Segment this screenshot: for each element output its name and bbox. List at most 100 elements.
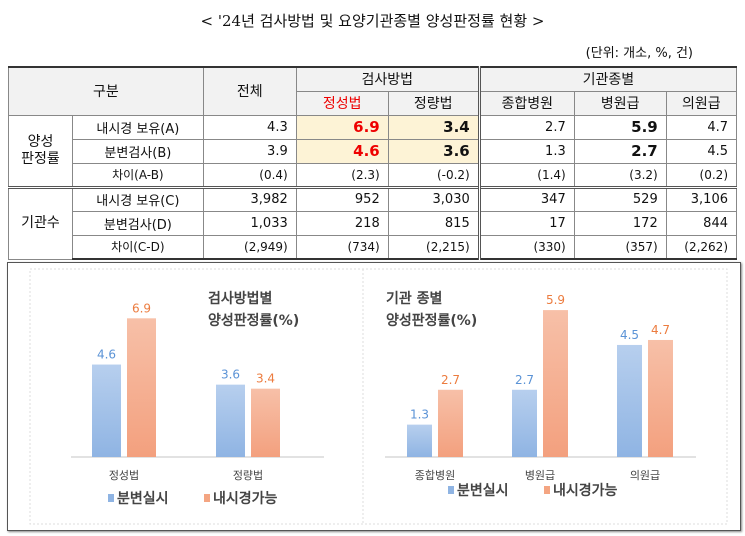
table-cell: 172 [573,210,667,236]
row-label: 차이(C-D) [72,234,204,260]
x-tick-label: 의원급 [630,469,660,482]
chart-title: 양성판정률(%) [386,312,477,329]
data-label: 1.3 [410,408,429,422]
chart-area [29,268,728,525]
bar-stool [216,384,245,457]
table-cell: (330) [478,234,575,260]
page-title: < '24년 검사방법 및 요양기관종별 양성판정률 현황 > [200,12,545,30]
table-cell: (357) [573,234,667,260]
data-label: 3.6 [221,368,240,382]
bar-endoscopy [543,310,568,457]
chart-title: 양성판정률(%) [208,312,299,329]
table-cell: 952 [295,185,389,212]
bar-endoscopy [438,389,463,457]
data-label: 4.5 [620,328,639,342]
row-label: 분변검사(B) [72,138,204,164]
table-cell: (0.4) [202,162,297,188]
x-tick-label: 정성법 [109,469,139,482]
data-label: 4.6 [97,348,116,362]
table-cell: 4.3 [202,114,297,140]
table-cell: 4.5 [665,138,738,164]
data-label: 2.7 [515,373,534,387]
table-cell: 4.7 [665,114,738,140]
table-cell: (2,215) [387,234,481,260]
legend-swatch [108,494,114,502]
legend-label: 분변실시 [117,491,169,507]
table-cell: 17 [478,210,575,236]
bar-stool [512,389,537,457]
chart-title: 기관 종별 [386,290,442,307]
header-clinic: 의원급 [665,90,738,116]
table-row: 차이(A-B) (0.4) (2.3) (-0.2) (1.4) (3.2) (0.2) [9,162,738,188]
table-cell: 6.9 [295,114,389,140]
header-total: 전체 [202,66,297,116]
bar-endoscopy [127,318,156,457]
table-row: 양성 판정률 내시경 보유(A) 4.3 6.9 3.4 2.7 5.9 4.7 [8,114,738,188]
table-cell: 1,033 [202,210,297,236]
unit-note: (단위: 개소, %, 건) [585,46,693,61]
row-label: 분변검사(D) [72,210,204,236]
chart-title: 검사방법별 [208,290,272,307]
table-cell: (0.2) [665,162,738,188]
bar-stool [617,344,642,457]
table-row: 분변검사(B) 3.9 4.6 3.6 1.3 2.7 4.5 [9,138,738,164]
table-cell: 815 [387,210,481,236]
bar-stool [92,364,121,457]
data-label: 3.4 [256,372,275,386]
group-institutions: 기관수 [8,185,73,260]
x-tick-label: 정량법 [233,469,263,482]
table-cell: 1.3 [478,138,575,164]
row-label: 내시경 보유(A) [72,114,204,140]
table-cell: 3.4 [387,114,481,140]
data-label: 4.7 [651,323,670,337]
bar-stool [407,424,432,457]
table-cell: (734) [295,234,389,260]
header-hospital: 병원급 [573,90,667,116]
data-label: 6.9 [132,301,151,315]
table-cell: 529 [573,185,667,212]
x-tick-label: 병원급 [525,469,555,482]
x-tick-label: 종합병원 [415,469,455,482]
table-cell: (-0.2) [387,162,481,188]
table-cell: 3,106 [665,185,738,212]
table-row: 분변검사(D) 1,033 218 815 17 172 844 [9,210,738,236]
legend-label: 내시경가능 [553,482,618,499]
table-cell: 844 [665,210,738,236]
table-cell: 2.7 [478,114,575,140]
legend-label: 내시경가능 [213,490,278,507]
table-cell: 3.9 [202,138,297,164]
bar-endoscopy [648,339,673,457]
table-cell: 5.9 [573,114,667,140]
legend-swatch [204,494,210,502]
table-cell: 218 [295,210,389,236]
legend-swatch [448,486,454,494]
data-label: 5.9 [546,293,565,307]
table-cell: 3,030 [387,185,481,212]
bar-endoscopy [251,388,280,457]
group-positivity: 양성 판정률 [8,114,73,188]
positivity-table: 구분 전체 검사방법 기관종별 정성법 정량법 종합병원 병원급 의원급 양성 … [8,66,738,260]
legend-label: 분변실시 [457,483,509,499]
table-cell: (2,262) [665,234,738,260]
header-quantitative: 정량법 [387,90,481,116]
header-institution: 기관종별 [478,66,738,92]
table-cell: 2.7 [573,138,667,164]
header-method: 검사방법 [295,66,481,92]
data-label: 2.7 [441,373,460,387]
table-cell: (2,949) [202,234,297,260]
table-row: 차이(C-D) (2,949) (734) (2,215) (330) (357) (2,2… [9,234,738,260]
table-cell: (2.3) [295,162,389,188]
header-general-hospital: 종합병원 [478,90,575,116]
header-category: 구분 [8,66,204,116]
table-row: 기관수 내시경 보유(C) 3,982 952 3,030 347 529 3,106 [8,185,738,260]
table-cell: (1.4) [478,162,575,188]
legend-swatch [544,486,550,494]
table-cell: 3,982 [202,185,297,212]
row-label: 내시경 보유(C) [72,185,204,212]
table-cell: 3.6 [387,138,481,164]
table-cell: (3.2) [573,162,667,188]
table-cell: 347 [478,185,575,212]
row-label: 차이(A-B) [72,162,204,188]
